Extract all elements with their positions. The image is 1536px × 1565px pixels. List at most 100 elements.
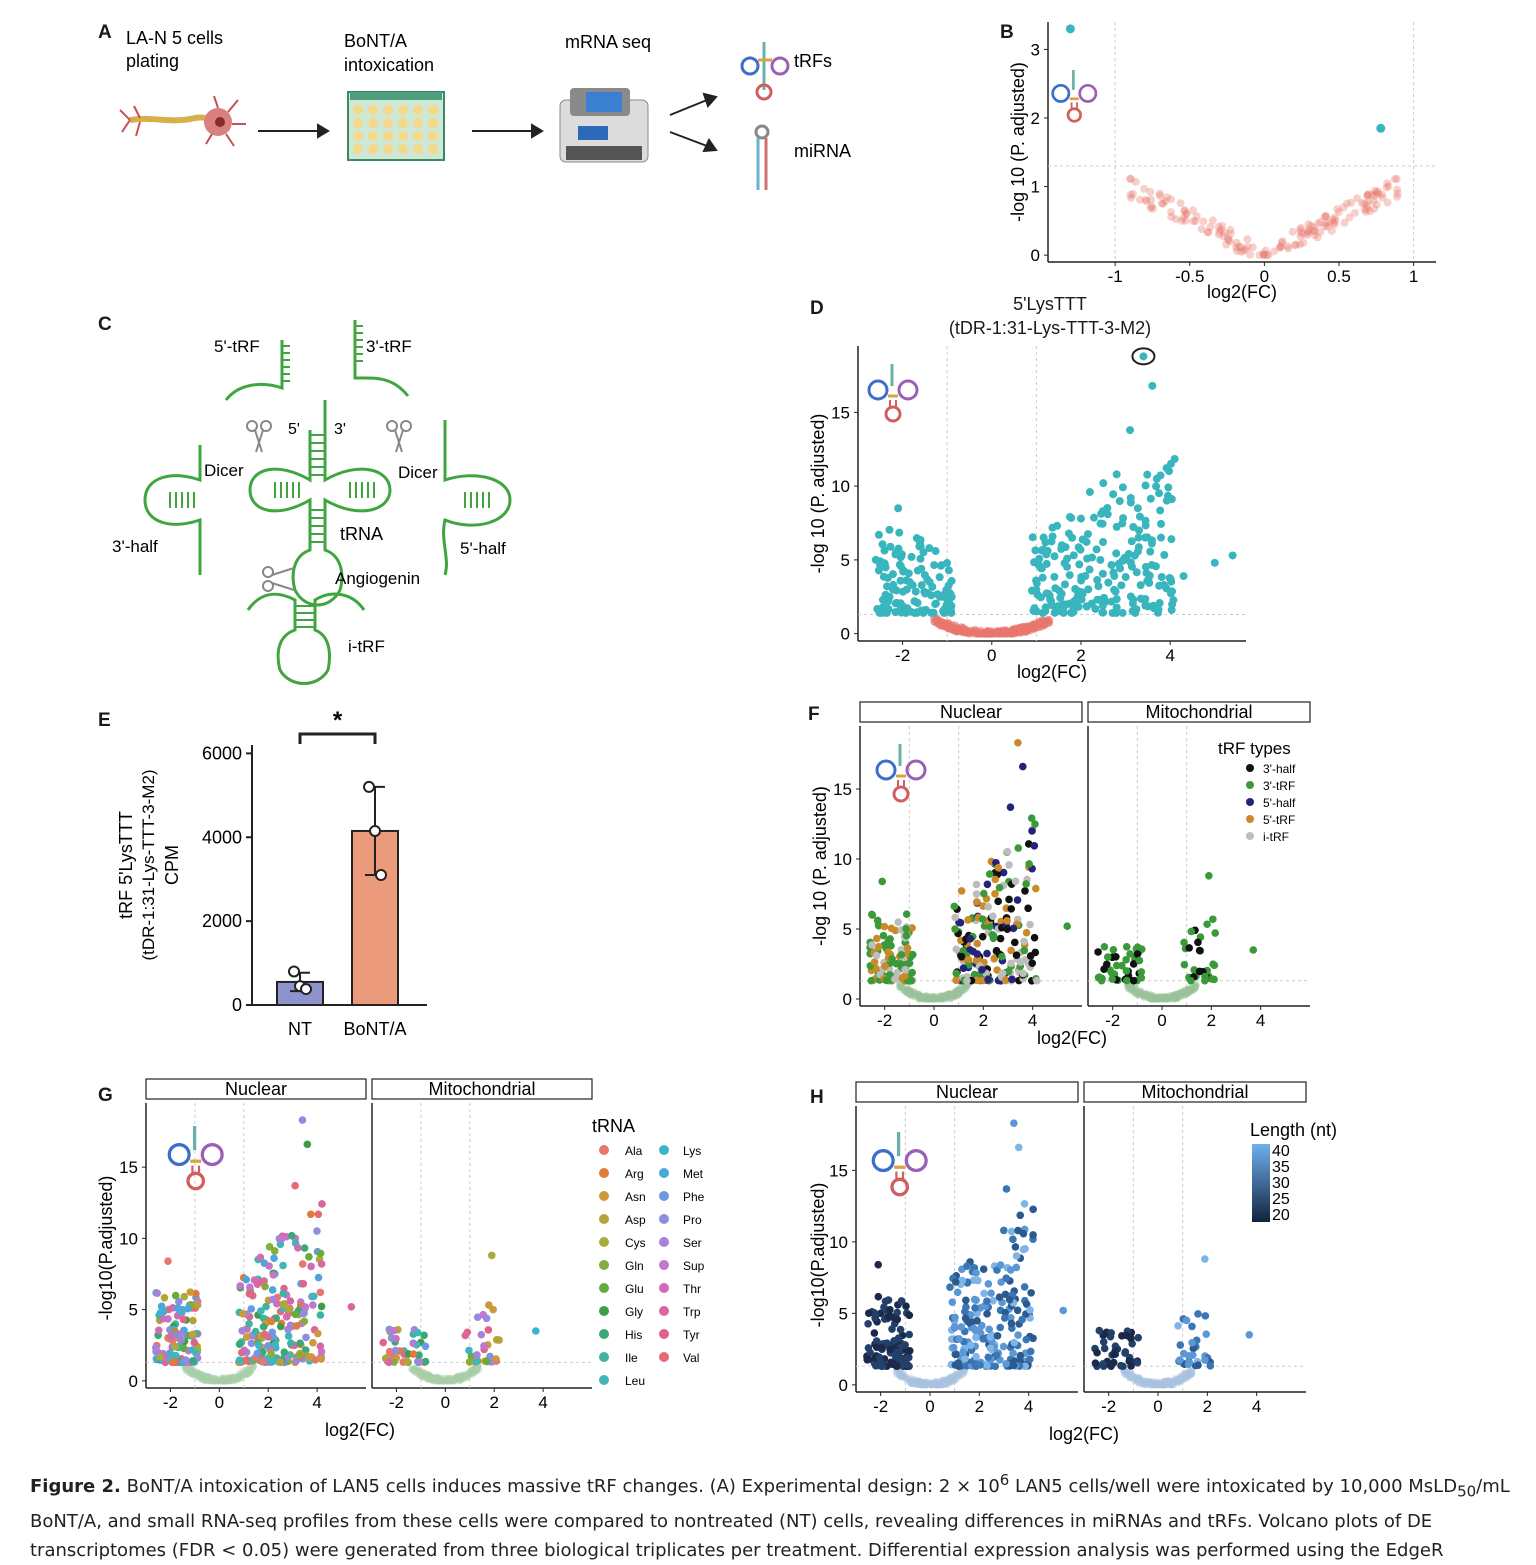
point [413, 1369, 421, 1377]
point [983, 880, 992, 889]
point [898, 982, 906, 990]
legend-swatch [599, 1306, 609, 1316]
point [952, 976, 960, 985]
point [1232, 243, 1241, 252]
point [1027, 586, 1036, 595]
point [243, 1370, 251, 1378]
point [160, 1294, 169, 1302]
point [921, 994, 929, 1002]
point [1182, 209, 1191, 218]
point [1159, 1380, 1168, 1389]
point [1187, 985, 1195, 994]
x-tick-label: 2 [263, 1393, 272, 1412]
point [1160, 1381, 1168, 1389]
point [1203, 228, 1212, 237]
point [450, 1376, 458, 1384]
point [874, 921, 883, 930]
legend-label: 3'-half [1263, 762, 1296, 776]
facet-label: Nuclear [936, 1082, 998, 1102]
point [951, 1371, 959, 1379]
point [1377, 190, 1386, 199]
point [247, 1368, 255, 1376]
point [932, 995, 940, 1003]
y-tick-label: 5 [843, 920, 852, 939]
point [1032, 621, 1041, 630]
point [958, 986, 966, 994]
point [1136, 991, 1144, 999]
point [1191, 984, 1199, 992]
point [947, 1374, 955, 1382]
point [1107, 1329, 1115, 1337]
point [1226, 237, 1235, 246]
point [1134, 1378, 1143, 1386]
caption-bold: Figure 2. [30, 1476, 121, 1497]
point [1208, 216, 1217, 225]
point [981, 629, 990, 638]
point [913, 1377, 921, 1385]
point [1036, 593, 1045, 602]
point [966, 935, 975, 943]
point [939, 1381, 947, 1389]
point [1115, 497, 1124, 506]
point [921, 1379, 929, 1387]
point [420, 1371, 428, 1379]
point [184, 1304, 192, 1313]
point [239, 1309, 247, 1318]
point [1127, 562, 1136, 571]
point [922, 1381, 930, 1389]
point [207, 1376, 215, 1384]
point [1159, 993, 1168, 1002]
point [1175, 1376, 1183, 1384]
point [1150, 994, 1158, 1002]
point [444, 1377, 452, 1385]
point [1189, 217, 1198, 226]
point [946, 1283, 954, 1291]
point [1132, 1373, 1140, 1381]
point [200, 1375, 208, 1383]
point [1168, 1381, 1176, 1389]
point [1138, 1376, 1146, 1384]
point [1184, 1369, 1193, 1377]
point [1148, 204, 1157, 213]
point [929, 995, 938, 1003]
plate-well [383, 105, 393, 115]
point [1178, 1375, 1186, 1383]
point [1188, 983, 1196, 991]
point [1019, 762, 1027, 771]
point [959, 1348, 967, 1356]
point [1145, 1381, 1153, 1389]
point [251, 1327, 260, 1336]
point [1014, 1331, 1022, 1339]
point [1384, 182, 1393, 191]
point [1131, 1375, 1139, 1383]
point [907, 1379, 915, 1387]
point [900, 1372, 908, 1380]
point [219, 1376, 227, 1384]
point [1303, 227, 1312, 236]
point [262, 1302, 270, 1311]
point [1161, 1381, 1169, 1389]
point [1190, 983, 1198, 991]
point [914, 991, 922, 999]
point [1163, 995, 1171, 1003]
point [1021, 887, 1029, 895]
point [1133, 988, 1142, 996]
point [1118, 483, 1127, 492]
point [916, 542, 925, 551]
point [929, 995, 937, 1003]
legend-swatch [1246, 764, 1254, 772]
legend-label: Glu [625, 1282, 644, 1296]
point [198, 1372, 206, 1381]
point [441, 1377, 450, 1385]
panel-d-title-line1: 5'LysTTT [1013, 294, 1087, 314]
point [1030, 933, 1039, 942]
point [949, 1376, 957, 1384]
point [1179, 1374, 1187, 1382]
point [1104, 578, 1113, 587]
point [1192, 981, 1201, 989]
replicate-point [363, 780, 375, 793]
point [999, 868, 1008, 877]
point [429, 1374, 437, 1382]
point [1000, 1314, 1009, 1322]
point [437, 1374, 446, 1382]
